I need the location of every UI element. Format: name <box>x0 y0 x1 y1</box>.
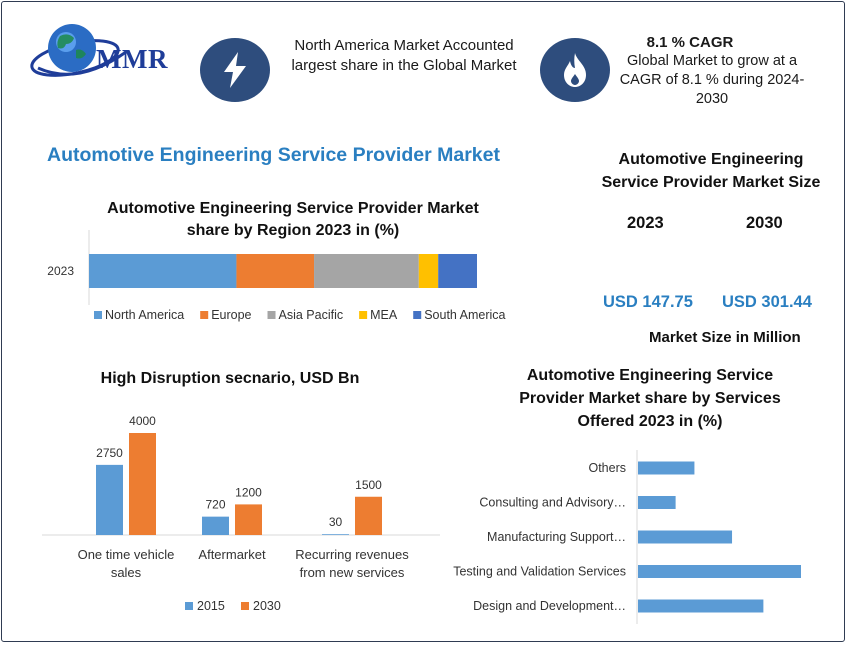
logo-text: MMR <box>96 44 168 74</box>
market-size-year-2030: 2030 <box>746 214 783 232</box>
lightning-icon <box>200 38 270 102</box>
services-bar-manufacturing-support <box>638 530 733 544</box>
disruption-bar-2030-3 <box>355 496 382 535</box>
legend-label-2015: 2015 <box>197 599 225 613</box>
services-category-label: Testing and Validation Services <box>453 565 626 579</box>
services-bar-consulting-and-advisory <box>638 496 676 509</box>
region-chart: 2023 North America Europe Asia Pacific MEA So… <box>47 230 506 322</box>
disruption-bar-2015-3 <box>322 534 349 535</box>
market-size-year-2023: 2023 <box>627 214 664 232</box>
region-bar-asia-pacific <box>314 254 419 288</box>
page-title: Automotive Engineering Service Provider … <box>47 144 500 166</box>
region-bar-mea <box>418 254 439 288</box>
legend-label-north-america: North America <box>105 308 184 322</box>
disruption-bar-2030-1 <box>129 433 156 535</box>
legend-label-europe: Europe <box>211 308 251 322</box>
legend-label-mea: MEA <box>370 308 398 322</box>
services-category-label: Manufacturing Support… <box>487 530 626 544</box>
disruption-bar-2015-1 <box>96 464 123 535</box>
disruption-category-label: Aftermarket <box>198 547 266 562</box>
disruption-category-label: One time vehicle sales <box>78 547 175 580</box>
disruption-bar-2015-2 <box>202 516 229 535</box>
legend-swatch-2030 <box>241 602 249 610</box>
market-size-value-2023: USD 147.75 <box>603 293 693 311</box>
market-size-note: Market Size in Million <box>649 329 801 346</box>
cagr-text: Global Market to grow at a CAGR of 8.1 %… <box>619 53 805 107</box>
disruption-value-2030-3: 1500 <box>355 478 382 492</box>
legend-label-2030: 2030 <box>253 599 281 613</box>
legend-swatch-2015 <box>185 602 193 610</box>
services-bar-design-and-development <box>638 599 764 613</box>
services-category-label: Design and Development… <box>473 599 626 613</box>
legend-label-south-america: South America <box>424 308 505 322</box>
market-size-value-2030: USD 301.44 <box>722 293 812 311</box>
services-bar-others <box>638 461 695 475</box>
services-chart-title: Automotive Engineering Service Provider … <box>519 367 781 430</box>
disruption-chart-title: High Disruption secnario, USD Bn <box>100 370 360 387</box>
flame-icon <box>540 38 610 102</box>
services-chart: Others Consulting and Advisory… Manufactur… <box>453 450 801 624</box>
legend-swatch-asia-pacific <box>267 311 276 319</box>
region-bar-europe <box>236 254 315 288</box>
region-chart-title: Automotive Engineering Service Provider … <box>107 200 479 239</box>
region-bar-north-america <box>89 254 237 288</box>
disruption-value-2030-1: 4000 <box>129 414 156 428</box>
cagr-title: 8.1 % CAGR <box>646 34 734 51</box>
disruption-value-2015-2: 720 <box>205 498 225 512</box>
disruption-value-2030-2: 1200 <box>235 485 262 499</box>
mmr-logo <box>30 24 127 77</box>
disruption-value-2015-1: 2750 <box>96 446 123 460</box>
legend-label-asia-pacific: Asia Pacific <box>279 308 344 322</box>
market-size-title: Automotive Engineering Service Provider … <box>601 151 821 191</box>
region-bar-south-america <box>438 254 477 288</box>
legend-swatch-south-america <box>413 311 422 319</box>
legend-swatch-north-america <box>94 311 102 319</box>
services-category-label: Others <box>588 461 626 475</box>
disruption-value-2015-3: 30 <box>329 515 343 529</box>
region-category-label: 2023 <box>47 264 74 278</box>
services-bar-testing-and-validation-services <box>638 565 801 578</box>
services-category-label: Consulting and Advisory… <box>479 496 626 510</box>
disruption-bar-2030-2 <box>235 504 262 535</box>
legend-swatch-europe <box>200 311 209 319</box>
north-america-text: North America Market Accounted largest s… <box>291 37 517 74</box>
disruption-category-label: Recurring revenues from new services <box>295 547 409 580</box>
legend-swatch-mea <box>359 311 368 319</box>
disruption-chart: 2750 4000 One time vehicle sales 720 1200 Afte… <box>42 414 440 613</box>
